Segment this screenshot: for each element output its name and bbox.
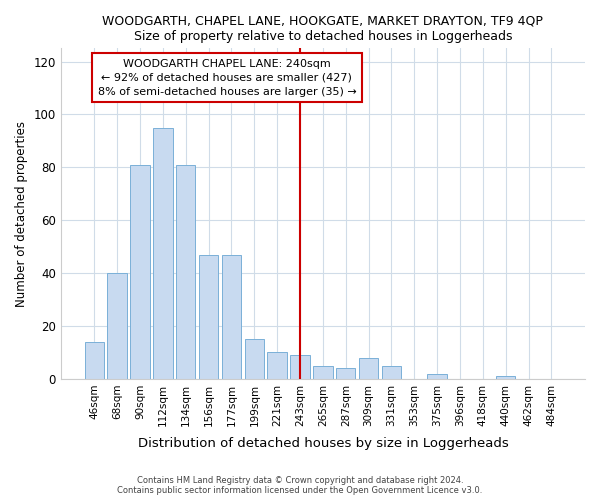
Bar	[199, 254, 218, 379]
Title: WOODGARTH, CHAPEL LANE, HOOKGATE, MARKET DRAYTON, TF9 4QP
Size of property relat: WOODGARTH, CHAPEL LANE, HOOKGATE, MARKET…	[103, 15, 544, 43]
Bar	[496, 376, 515, 379]
Bar	[336, 368, 355, 379]
Bar	[382, 366, 401, 379]
Bar	[107, 273, 127, 379]
Bar	[130, 164, 150, 379]
Bar	[222, 254, 241, 379]
Text: Contains HM Land Registry data © Crown copyright and database right 2024.
Contai: Contains HM Land Registry data © Crown c…	[118, 476, 482, 495]
Text: WOODGARTH CHAPEL LANE: 240sqm
← 92% of detached houses are smaller (427)
8% of s: WOODGARTH CHAPEL LANE: 240sqm ← 92% of d…	[98, 59, 356, 97]
Y-axis label: Number of detached properties: Number of detached properties	[15, 120, 28, 306]
X-axis label: Distribution of detached houses by size in Loggerheads: Distribution of detached houses by size …	[137, 437, 508, 450]
Bar	[268, 352, 287, 379]
Bar	[153, 128, 173, 379]
Bar	[176, 164, 196, 379]
Bar	[313, 366, 332, 379]
Bar	[245, 339, 264, 379]
Bar	[290, 355, 310, 379]
Bar	[85, 342, 104, 379]
Bar	[359, 358, 379, 379]
Bar	[427, 374, 447, 379]
